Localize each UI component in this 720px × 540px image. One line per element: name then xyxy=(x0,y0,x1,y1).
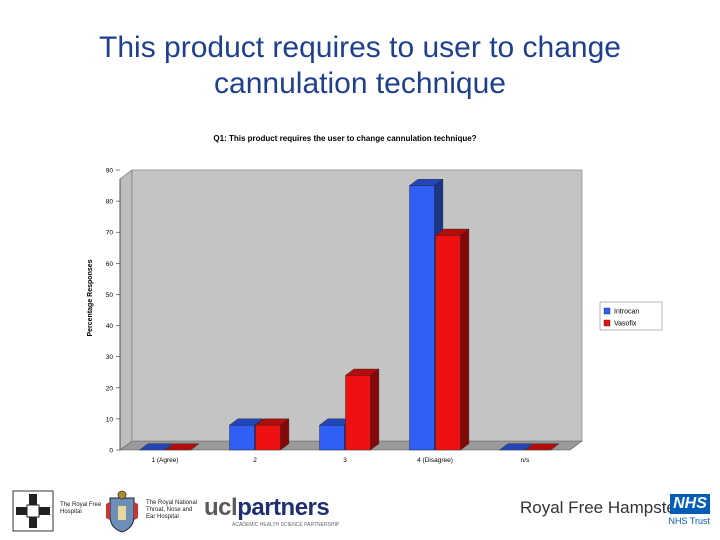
bar-top-introcan xyxy=(228,418,264,426)
rntne-crest-icon xyxy=(106,490,138,533)
ucl-prefix: ucl xyxy=(204,494,238,521)
bar-side-vasofix xyxy=(370,368,380,451)
y-axis-label: Percentage Responses xyxy=(87,259,94,336)
uclpartners-logo: uclpartners xyxy=(204,494,330,522)
nhs-logo: NHS xyxy=(670,494,710,514)
x-tick-label: 3 xyxy=(343,457,347,464)
bar-top-introcan xyxy=(498,443,534,451)
slide-title: This product requires to user to change … xyxy=(0,30,720,102)
royal-free-hospital-label: The Royal Free Hospital xyxy=(60,502,101,516)
y-tick-label: 50 xyxy=(106,292,114,299)
bar-top-vasofix xyxy=(164,443,200,451)
bar-introcan xyxy=(229,424,255,451)
x-tick-label: 2 xyxy=(253,457,257,464)
slide-title-line-2: cannulation technique xyxy=(214,67,506,100)
legend-box xyxy=(599,301,663,331)
x-tick-label: 4 (Disagree) xyxy=(417,457,453,464)
chart-left-wall xyxy=(119,169,133,451)
rntne-label: The Royal National Throat, Nose and Ear … xyxy=(146,500,197,521)
bar-side-vasofix xyxy=(460,228,470,451)
legend-swatch xyxy=(603,319,611,327)
royal-free-label-line-1: The Royal Free xyxy=(60,502,102,508)
y-tick-label: 40 xyxy=(106,323,114,330)
bar-vasofix xyxy=(435,235,461,451)
royal-free-cross-icon xyxy=(12,490,54,532)
bar-top-introcan xyxy=(138,443,174,451)
y-tick-label: 30 xyxy=(106,354,114,361)
ucl-suffix: partners xyxy=(237,494,330,521)
legend-label: Vasofix xyxy=(614,321,637,328)
y-tick-label: 0 xyxy=(109,448,113,455)
bar-top-vasofix xyxy=(434,228,470,236)
legend-swatch xyxy=(603,307,611,315)
chart-title: Q1: This product requires the user to ch… xyxy=(213,134,476,143)
footer: The Royal Free Hospital The Royal Nation… xyxy=(0,488,720,540)
bar-top-introcan xyxy=(408,179,444,186)
slide-title-line-1: This product requires to user to change xyxy=(99,31,621,64)
bar-introcan xyxy=(409,185,435,451)
bar-top-vasofix xyxy=(254,418,290,426)
y-tick-label: 60 xyxy=(106,261,114,268)
rntne-label-line-2: Throat, Nose and xyxy=(146,507,193,513)
bar-vasofix xyxy=(345,375,371,451)
royal-free-label-line-2: Hospital xyxy=(60,509,82,515)
x-tick-label: n/s xyxy=(521,457,530,464)
rntne-label-line-3: Ear Hospital xyxy=(146,514,179,520)
y-tick-label: 80 xyxy=(106,199,114,206)
x-tick-label: 1 (Agree) xyxy=(151,457,178,464)
bar-introcan xyxy=(319,424,345,451)
bar-top-vasofix xyxy=(344,368,380,376)
nhs-trust-label: NHS Trust xyxy=(668,516,710,526)
y-tick-label: 20 xyxy=(106,385,114,392)
bar-chart: Q1: This product requires the user to ch… xyxy=(87,134,663,464)
y-tick-label: 90 xyxy=(106,168,114,175)
y-tick-label: 10 xyxy=(106,416,114,423)
ucl-tagline: ACADEMIC HEALTH SCIENCE PARTNERSHIP xyxy=(232,522,340,528)
y-tick-label: 70 xyxy=(106,230,114,237)
rntne-label-line-1: The Royal National xyxy=(146,500,198,506)
bar-top-vasofix xyxy=(524,443,560,451)
legend-label: Introcan xyxy=(614,309,639,316)
bar-vasofix xyxy=(255,424,281,451)
royal-free-hampstead-label: Royal Free Hampstead xyxy=(520,498,695,517)
